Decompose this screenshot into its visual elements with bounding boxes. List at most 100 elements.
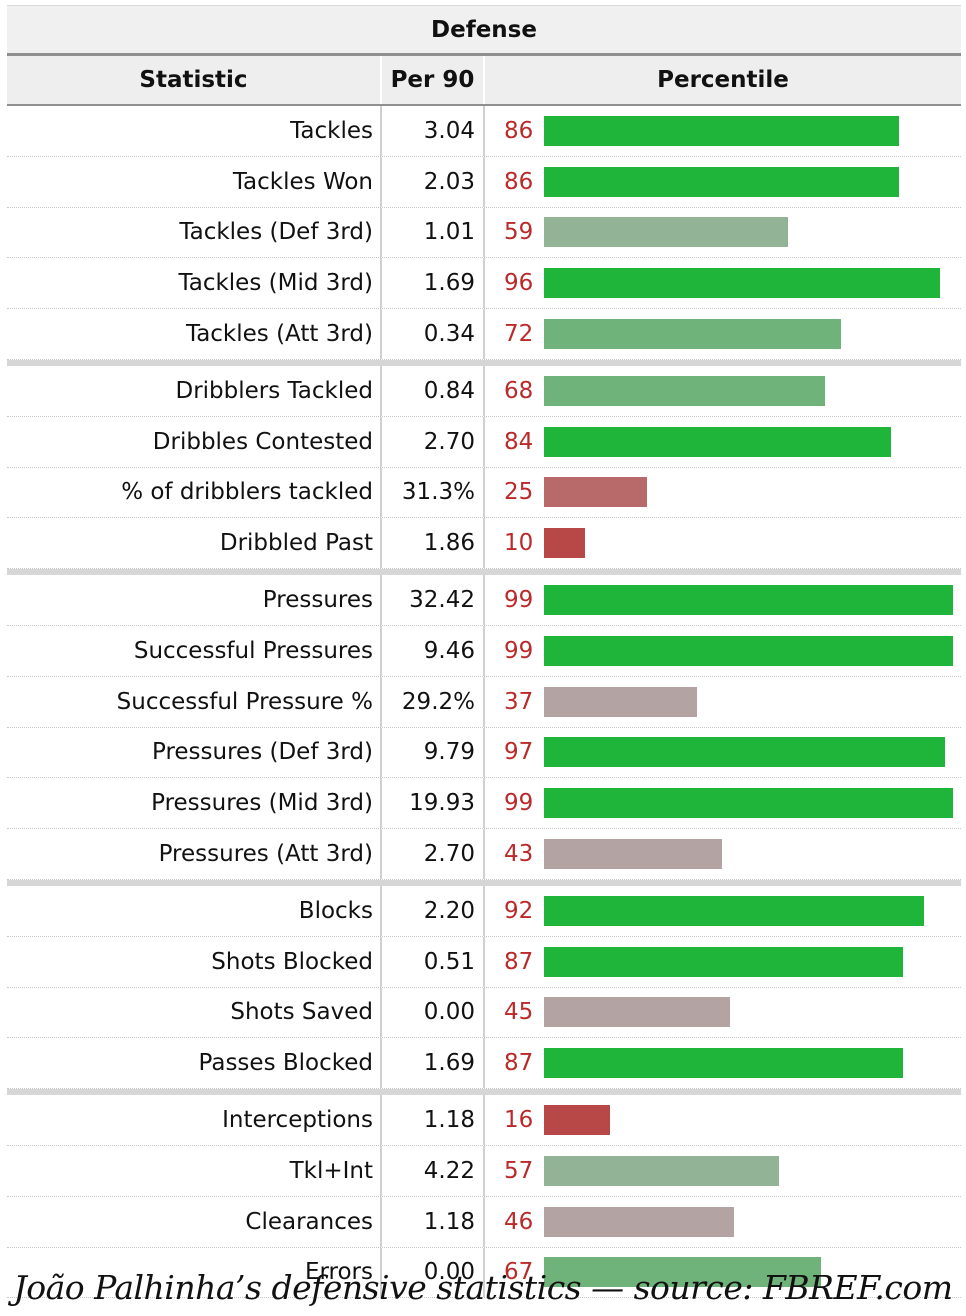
percentile-value: 67: [504, 1259, 534, 1286]
stat-label: Dribbles Contested: [152, 428, 373, 455]
stat-label: Pressures (Att 3rd): [158, 841, 373, 868]
percentile-bar-track: [544, 366, 961, 416]
per90-value: 1.86: [380, 518, 485, 569]
percentile-bar: [544, 1048, 904, 1079]
percentile-bar-track: [544, 1197, 961, 1247]
percentile-bar: [544, 1257, 821, 1288]
table-body: Tackles 3.04 86 Tackles Won 2.03 86 Tackles (D…: [7, 106, 961, 1299]
per90-value: 1.69: [380, 258, 485, 309]
table-row: Dribbles Contested 2.70 84: [7, 416, 961, 468]
percentile-bar: [544, 528, 586, 559]
header-statistic[interactable]: Statistic: [139, 67, 248, 93]
stat-label: Successful Pressures: [133, 637, 373, 664]
table-row: Blocks 2.20 92: [7, 879, 961, 937]
stat-label: Dribbled Past: [219, 530, 373, 557]
stat-label: Pressures (Def 3rd): [151, 739, 373, 766]
per90-value: 2.70: [380, 416, 485, 467]
percentile-bar: [544, 1105, 611, 1136]
percentile-value: 92: [504, 897, 534, 924]
percentile-bar: [544, 217, 788, 248]
table-row: Shots Blocked 0.51 87: [7, 936, 961, 988]
per90-value: 9.79: [380, 727, 485, 778]
table-row: Tackles (Mid 3rd) 1.69 96: [7, 258, 961, 310]
percentile-bar-track: [544, 988, 961, 1038]
stat-label: Tackles (Mid 3rd): [178, 270, 373, 297]
percentile-value: 68: [504, 377, 534, 404]
defense-stats-table: Defense Statistic Per 90 Percentile Tack…: [7, 5, 961, 1299]
per90-value: 29.2%: [380, 676, 485, 727]
percentile-bar: [544, 737, 945, 768]
percentile-value: 16: [504, 1107, 534, 1134]
table-row: Successful Pressure % 29.2% 37: [7, 676, 961, 728]
percentile-value: 97: [504, 739, 534, 766]
percentile-bar-track: [544, 937, 961, 987]
table-row: Tackles (Def 3rd) 1.01 59: [7, 207, 961, 259]
percentile-bar-track: [544, 106, 961, 156]
per90-value: 1.18: [380, 1095, 485, 1145]
percentile-bar-track: [544, 208, 961, 258]
table-row: Pressures (Mid 3rd) 19.93 99: [7, 778, 961, 830]
table-row: Tkl+Int 4.22 57: [7, 1145, 961, 1197]
stat-label: Blocks: [298, 897, 373, 924]
percentile-bar: [544, 585, 953, 616]
percentile-bar: [544, 946, 904, 977]
stat-label: Pressures: [262, 587, 373, 614]
percentile-value: 45: [504, 999, 534, 1026]
percentile-bar-track: [544, 468, 961, 518]
percentile-value: 87: [504, 948, 534, 975]
stat-label: Errors: [304, 1259, 373, 1286]
table-row: % of dribblers tackled 31.3% 25: [7, 467, 961, 519]
per90-value: 4.22: [380, 1145, 485, 1196]
percentile-value: 96: [504, 270, 534, 297]
table-row: Pressures (Att 3rd) 2.70 43: [7, 829, 961, 880]
header-per90[interactable]: Per 90: [380, 56, 485, 104]
per90-value: 9.46: [380, 625, 485, 676]
stat-label: Shots Blocked: [211, 948, 373, 975]
per90-value: 0.34: [380, 309, 485, 359]
percentile-bar: [544, 375, 825, 406]
percentile-bar-track: [544, 1038, 961, 1088]
table-row: Dribblers Tackled 0.84 68: [7, 359, 961, 417]
per90-value: 2.70: [380, 829, 485, 879]
column-header-row: Statistic Per 90 Percentile: [7, 53, 961, 106]
figure-caption: João Palhinha’s defensive statistics — s…: [13, 1268, 953, 1307]
per90-value: 0.51: [380, 936, 485, 987]
per90-value: 2.20: [380, 885, 485, 936]
percentile-value: 86: [504, 168, 534, 195]
percentile-bar-track: [544, 728, 961, 778]
table-row: Tackles 3.04 86: [7, 106, 961, 157]
table-row: Shots Saved 0.00 45: [7, 987, 961, 1039]
table-row: Clearances 1.18 46: [7, 1196, 961, 1248]
percentile-value: 10: [504, 530, 534, 557]
percentile-value: 86: [504, 117, 534, 144]
percentile-bar: [544, 1206, 734, 1237]
stat-label: Tackles (Att 3rd): [185, 321, 373, 348]
percentile-bar: [544, 788, 953, 819]
percentile-bar: [544, 426, 891, 457]
stat-label: Shots Saved: [230, 999, 373, 1026]
percentile-bar-track: [544, 575, 961, 625]
per90-value: 32.42: [380, 575, 485, 625]
table-row: Pressures 32.42 99: [7, 569, 961, 626]
percentile-value: 99: [504, 790, 534, 817]
per90-value: 3.04: [380, 106, 485, 156]
percentile-bar: [544, 839, 722, 870]
percentile-value: 46: [504, 1208, 534, 1235]
percentile-value: 25: [504, 479, 534, 506]
percentile-value: 72: [504, 321, 534, 348]
percentile-value: 37: [504, 688, 534, 715]
stat-label: Tackles (Def 3rd): [179, 219, 373, 246]
stat-label: Passes Blocked: [198, 1050, 373, 1077]
percentile-bar: [544, 895, 924, 926]
percentile-value: 99: [504, 637, 534, 664]
percentile-bar-track: [544, 417, 961, 467]
percentile-bar: [544, 115, 900, 146]
stat-label: Tackles Won: [232, 168, 373, 195]
header-percentile[interactable]: Percentile: [657, 67, 789, 93]
stat-label: Tkl+Int: [289, 1157, 373, 1184]
per90-value: 1.69: [380, 1038, 485, 1089]
percentile-bar-track: [544, 518, 961, 568]
per90-value: 19.93: [380, 778, 485, 829]
percentile-bar-track: [544, 778, 961, 828]
percentile-bar-track: [544, 1248, 961, 1298]
